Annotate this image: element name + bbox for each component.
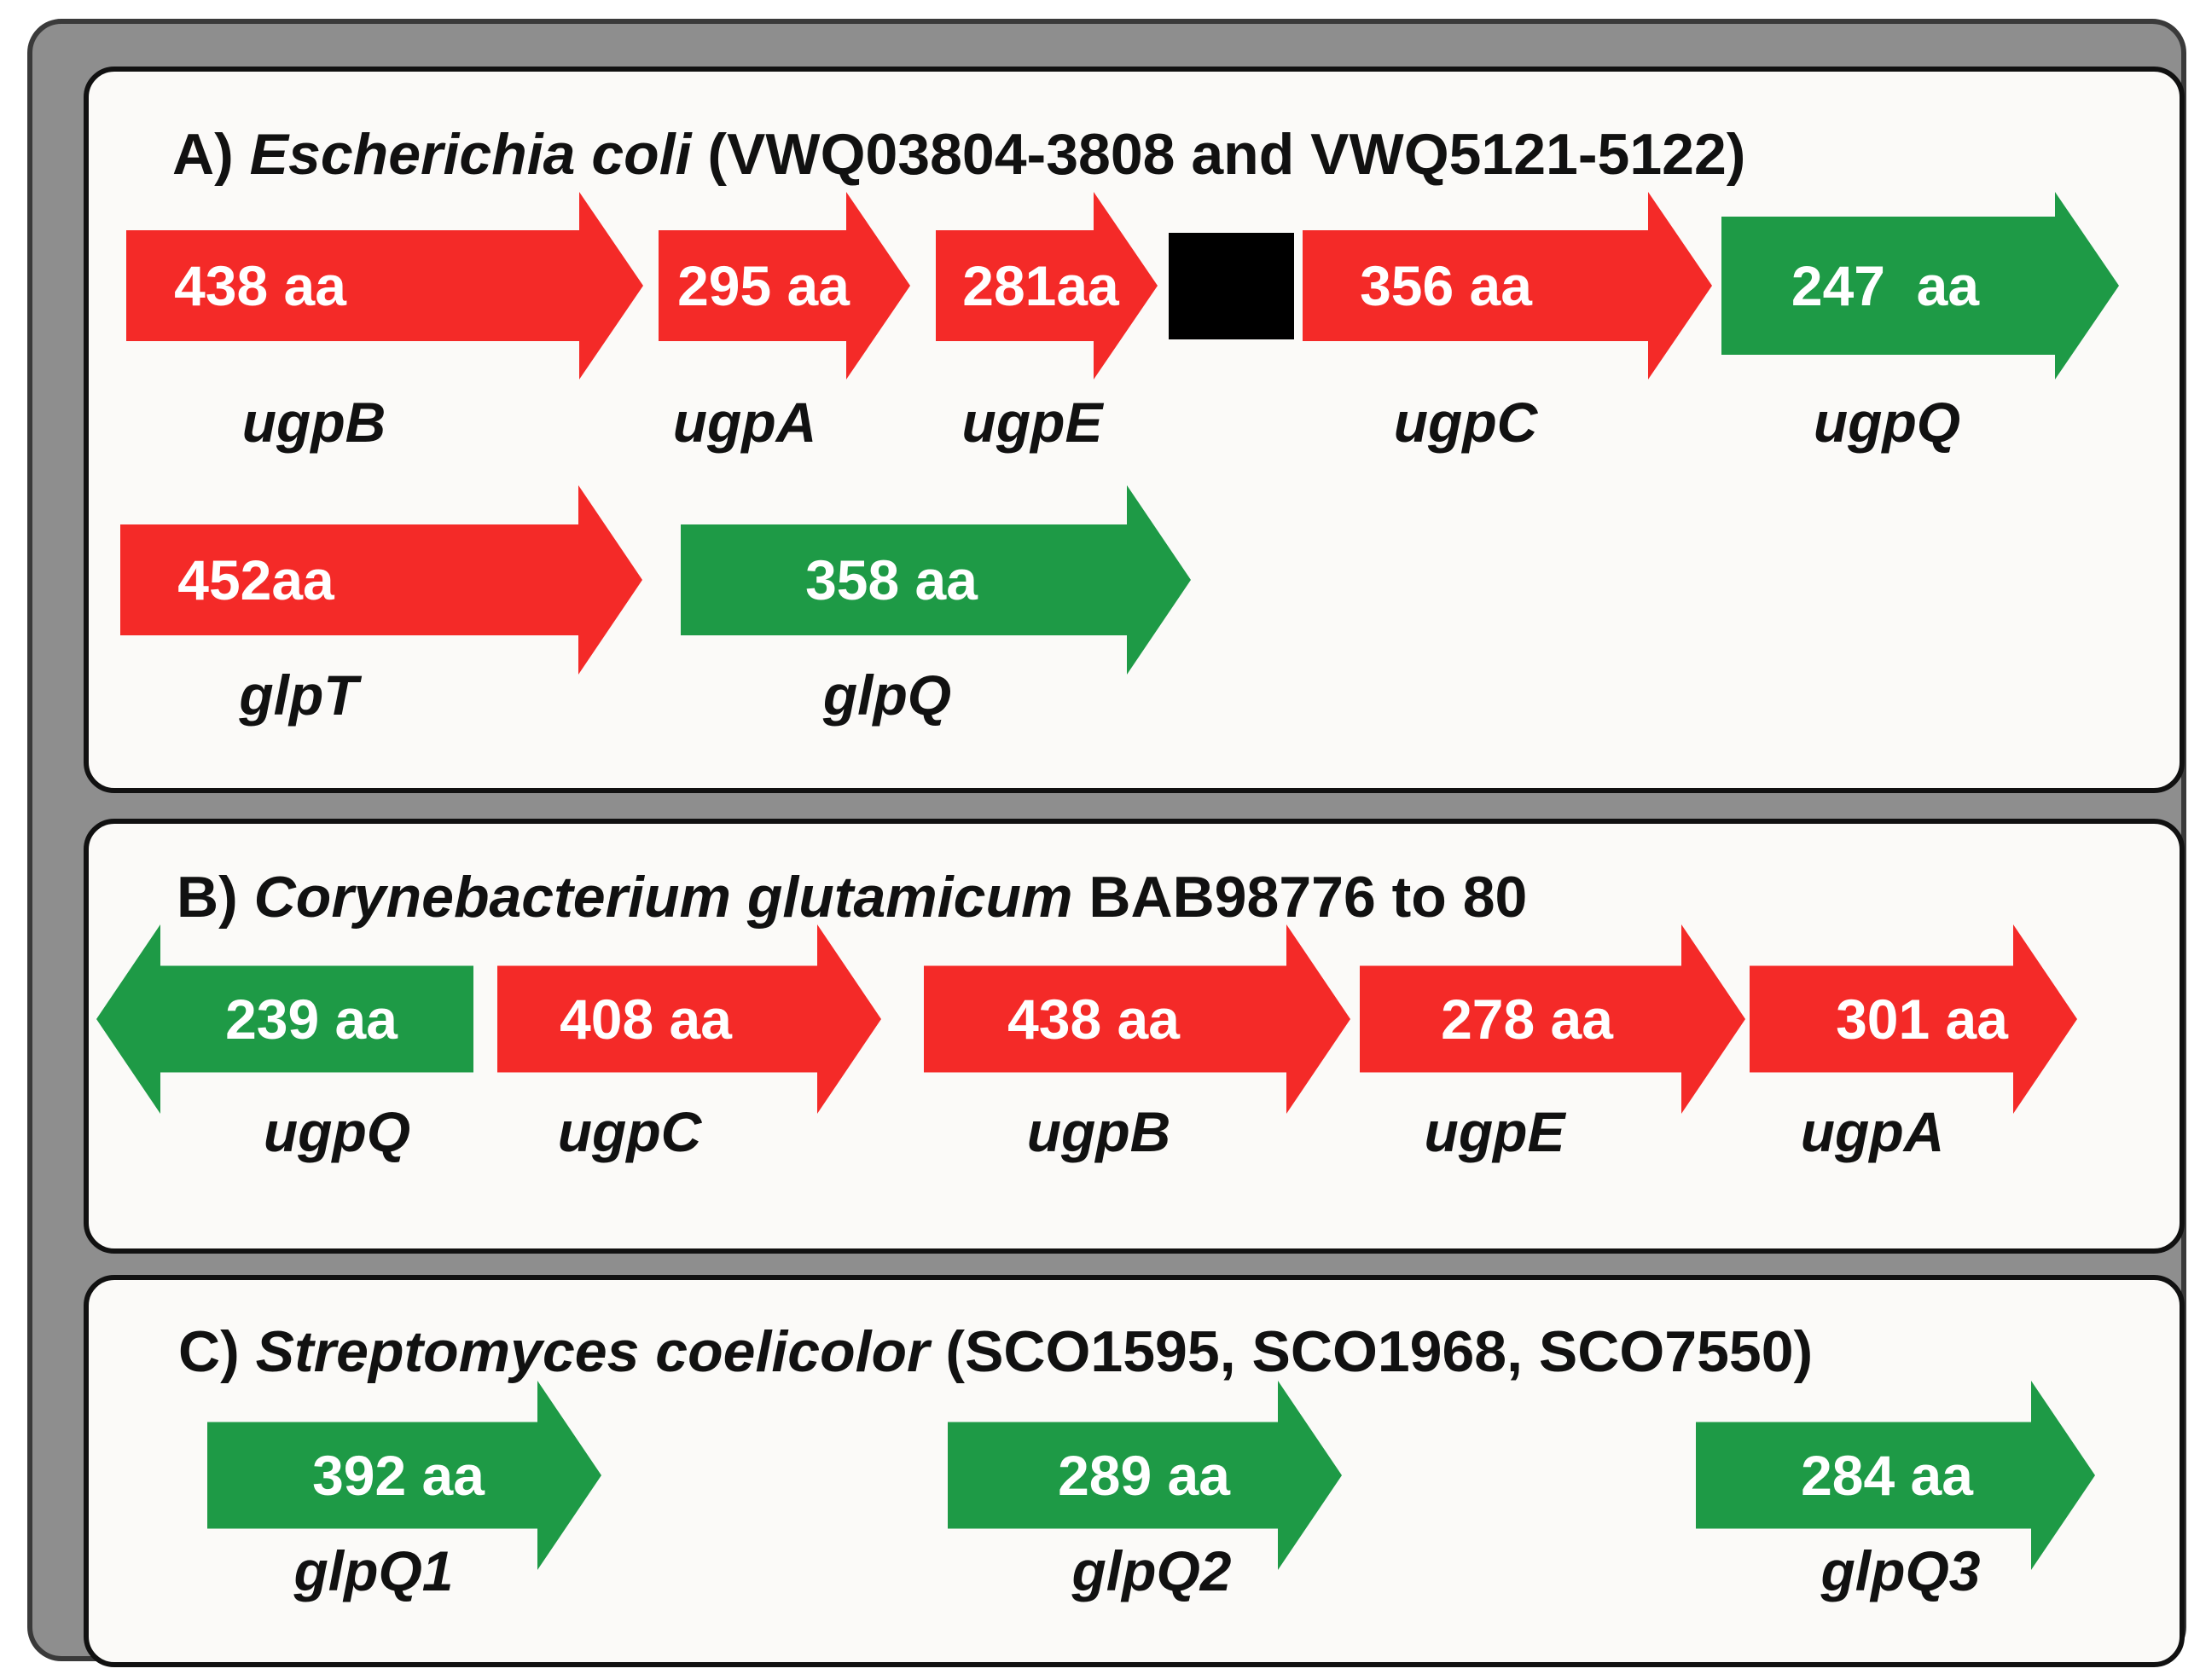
gene-name-label-a-glpt: glpT bbox=[238, 663, 362, 727]
gene-size-label-a-ugpq: 247 aa bbox=[1791, 254, 1980, 317]
gene-arrow-b-ugpa bbox=[1750, 924, 2077, 1114]
gene-size-label-a-ugpc: 356 aa bbox=[1360, 254, 1533, 317]
gene-name-label-b-ugpa: ugpA bbox=[1801, 1100, 1945, 1163]
gene-size-label-b-ugpc: 408 aa bbox=[560, 988, 733, 1051]
gene-size-label-a-glpt: 452aa bbox=[177, 548, 335, 611]
gene-name-label-b-ugpb: ugpB bbox=[1027, 1100, 1171, 1163]
gene-arrow-a-ugpa bbox=[659, 192, 910, 379]
panel-c-organism: Streptomyces coelicolor bbox=[255, 1319, 930, 1384]
gene-name-label-a-ugpa: ugpA bbox=[673, 391, 817, 454]
gene-name-label-a-ugpq: ugpQ bbox=[1814, 391, 1960, 454]
gene-name-label-b-ugpe: ugpE bbox=[1425, 1100, 1567, 1163]
gene-arrow-c-glpq1 bbox=[207, 1381, 601, 1570]
gene-name-label-a-glpq: glpQ bbox=[822, 663, 951, 727]
gene-size-label-c-glpq3: 284 aa bbox=[1801, 1444, 1974, 1507]
intergenic-spacer-block bbox=[1169, 233, 1294, 339]
gene-arrow-a-ugpc bbox=[1303, 192, 1712, 379]
gene-name-label-c-glpq2: glpQ2 bbox=[1071, 1539, 1231, 1602]
gene-size-label-a-ugpa: 295 aa bbox=[677, 254, 850, 317]
gene-arrow-b-ugpq bbox=[96, 924, 473, 1114]
panel-b-suffix: BAB98776 to 80 bbox=[1088, 865, 1528, 930]
gene-size-label-b-ugpq: 239 aa bbox=[225, 988, 398, 1051]
gene-name-label-c-glpq3: glpQ3 bbox=[1820, 1539, 1980, 1602]
gene-name-label-b-ugpq: ugpQ bbox=[264, 1100, 410, 1163]
gene-arrow-b-ugpe bbox=[1360, 924, 1745, 1114]
gene-size-label-c-glpq2: 289 aa bbox=[1058, 1444, 1231, 1507]
panel-b-organism: Corynebacterium glutamicum bbox=[253, 865, 1073, 930]
panel-a-prefix: A) bbox=[172, 122, 234, 187]
gene-name-label-c-glpq1: glpQ1 bbox=[293, 1539, 453, 1602]
gene-name-label-a-ugpc: ugpC bbox=[1394, 391, 1539, 454]
panel-a-title: A) Escherichia coli (VWQ03804-3808 and V… bbox=[172, 121, 1745, 188]
gene-name-label-a-ugpb: ugpB bbox=[242, 391, 386, 454]
panel-c-title: C) Streptomyces coelicolor (SCO1595, SCO… bbox=[178, 1318, 1813, 1385]
panel-c-suffix: (SCO1595, SCO1968, SCO7550) bbox=[945, 1319, 1814, 1384]
gene-size-label-b-ugpe: 278 aa bbox=[1441, 988, 1614, 1051]
gene-arrow-b-ugpb bbox=[924, 924, 1350, 1114]
gene-arrow-c-glpq2 bbox=[948, 1381, 1342, 1570]
gene-name-label-a-ugpe: ugpE bbox=[962, 391, 1105, 454]
gene-arrow-a-ugpb bbox=[126, 192, 643, 379]
panel-b-title: B) Corynebacterium glutamicum BAB98776 t… bbox=[177, 864, 1527, 930]
panel-c-prefix: C) bbox=[178, 1319, 240, 1384]
gene-arrow-a-glpq bbox=[681, 485, 1191, 675]
gene-arrow-c-glpq3 bbox=[1696, 1381, 2095, 1570]
gene-size-label-a-ugpb: 438 aa bbox=[174, 254, 347, 317]
gene-size-label-c-glpq1: 392 aa bbox=[312, 1444, 485, 1507]
gene-arrow-a-glpt bbox=[120, 485, 642, 675]
panel-b-prefix: B) bbox=[177, 865, 238, 930]
gene-name-label-b-ugpc: ugpC bbox=[558, 1100, 703, 1163]
panel-a: A) Escherichia coli (VWQ03804-3808 and V… bbox=[84, 67, 2185, 793]
gene-size-label-b-ugpb: 438 aa bbox=[1007, 988, 1181, 1051]
gene-size-label-a-ugpe: 281aa bbox=[962, 254, 1120, 317]
gene-arrow-a-ugpe bbox=[936, 192, 1158, 379]
gene-arrow-a-ugpq bbox=[1721, 192, 2119, 379]
gene-arrow-b-ugpc bbox=[497, 924, 881, 1114]
gene-size-label-b-ugpa: 301 aa bbox=[1836, 988, 2009, 1051]
gene-size-label-a-glpq: 358 aa bbox=[805, 548, 978, 611]
panel-a-suffix: (VWQ03804-3808 and VWQ5121-5122) bbox=[707, 122, 1746, 187]
panel-a-organism: Escherichia coli bbox=[249, 122, 692, 187]
